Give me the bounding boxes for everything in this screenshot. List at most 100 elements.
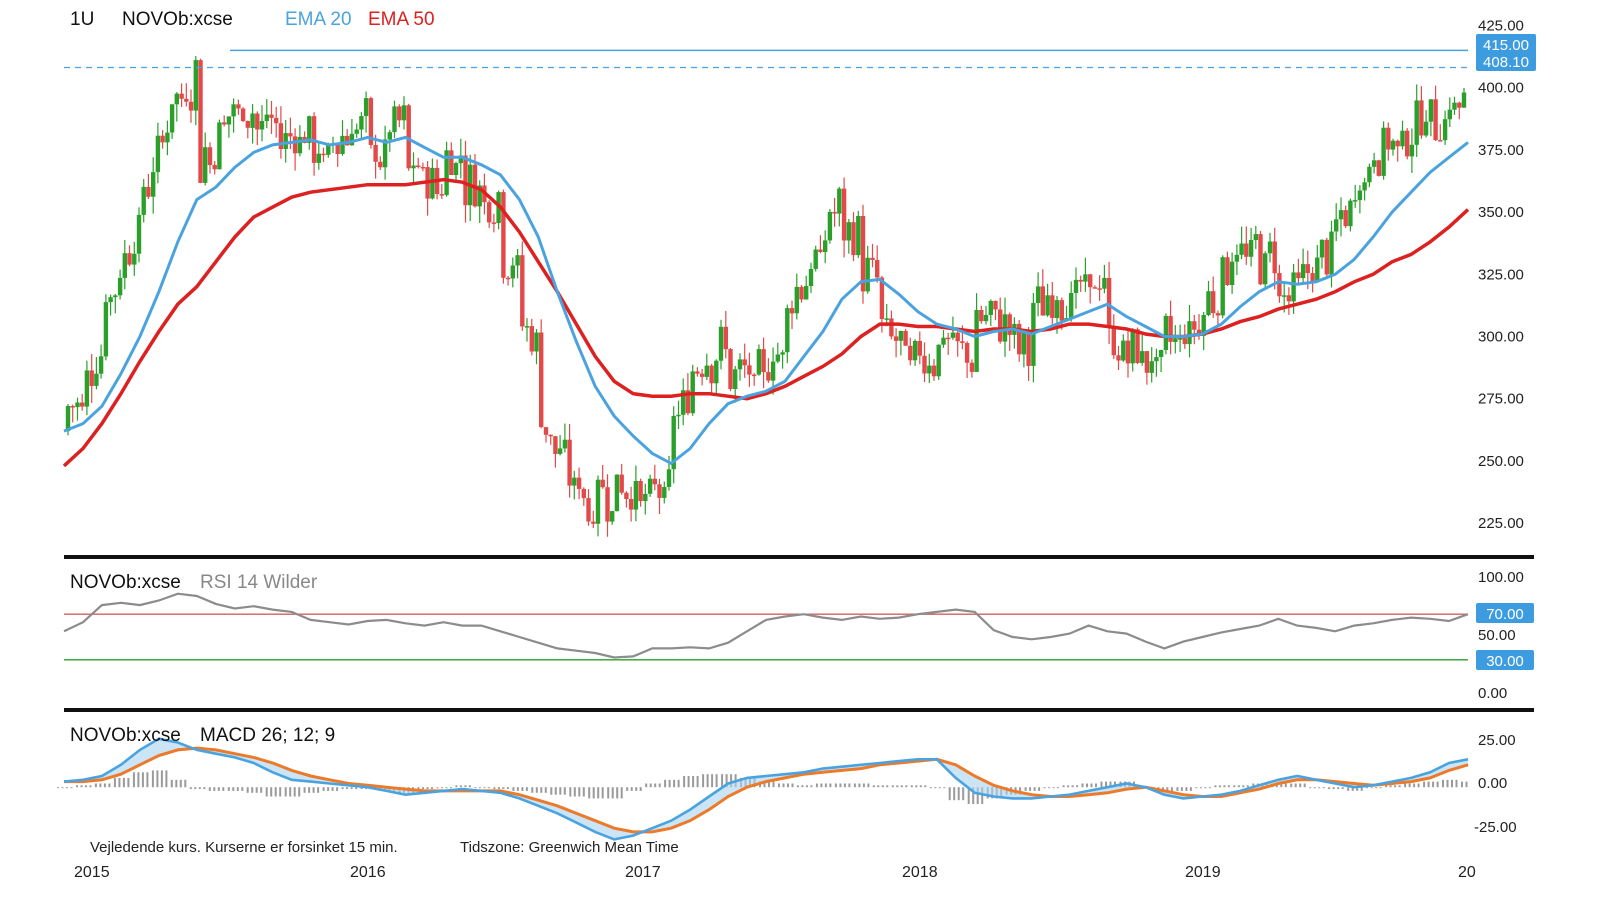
- ema50-legend: EMA 50: [368, 9, 435, 30]
- histogram-bar: [1095, 783, 1097, 788]
- histogram-bar: [341, 787, 344, 790]
- histogram-bar: [639, 787, 642, 791]
- candle: [1173, 325, 1178, 354]
- candle: [837, 186, 842, 227]
- histogram-bar: [872, 785, 875, 788]
- histogram-bar: [436, 787, 439, 789]
- histogram-bar: [1071, 785, 1074, 788]
- histogram-bar: [450, 787, 452, 789]
- candle: [1111, 314, 1116, 360]
- histogram-bar: [422, 787, 424, 790]
- candle: [813, 245, 818, 272]
- histogram-bar: [1408, 783, 1411, 788]
- candle: [1461, 88, 1467, 108]
- histogram-bar: [1176, 787, 1179, 791]
- high-price-tag: 415.00: [1476, 34, 1536, 54]
- candle: [714, 359, 719, 394]
- candle: [1177, 324, 1183, 353]
- histogram-bar: [834, 783, 837, 788]
- candle: [1244, 226, 1249, 265]
- candle: [993, 300, 998, 321]
- candle: [1457, 101, 1462, 120]
- histogram-bar: [1284, 783, 1287, 788]
- price-tick: 425.00: [1478, 18, 1524, 35]
- histogram-bar: [645, 783, 648, 788]
- rsi-30-tag: 30.00: [1476, 650, 1534, 670]
- candle: [335, 142, 340, 167]
- histogram-bar: [66, 787, 68, 789]
- histogram-bar: [417, 787, 420, 790]
- candle: [832, 197, 837, 227]
- histogram-bar: [170, 779, 173, 788]
- price-tick: 225.00: [1478, 515, 1524, 532]
- histogram-bar: [99, 783, 102, 788]
- symbol-label: NOVOb:xcse: [122, 9, 233, 30]
- histogram-bar: [677, 779, 680, 788]
- histogram-bar: [222, 787, 225, 791]
- candle: [1192, 314, 1197, 345]
- histogram-bar: [981, 787, 984, 804]
- candle: [1419, 86, 1424, 139]
- candle: [1201, 312, 1206, 351]
- panel-divider-2: [64, 708, 1534, 712]
- candle: [908, 337, 913, 366]
- histogram-bar: [531, 787, 534, 793]
- price-tick: 275.00: [1478, 391, 1524, 408]
- candle: [676, 400, 681, 429]
- histogram-bar: [550, 787, 553, 795]
- histogram-bar: [1081, 783, 1084, 788]
- candle: [1248, 227, 1254, 267]
- histogram-bar: [426, 787, 429, 790]
- candle: [226, 116, 232, 138]
- histogram-bar: [569, 787, 572, 797]
- candle: [401, 96, 407, 130]
- candle: [789, 300, 795, 330]
- histogram-bar: [540, 787, 543, 793]
- histogram-bar: [160, 770, 163, 788]
- candle: [1050, 281, 1055, 329]
- histogram-bar: [284, 787, 287, 797]
- histogram-bar: [1024, 787, 1027, 791]
- price-axis: 425.00 400.00 375.00 350.00 325.00 300.00 275.…: [1478, 18, 1524, 533]
- candle: [1078, 275, 1083, 292]
- candle: [893, 328, 899, 358]
- histogram-bar: [274, 787, 277, 797]
- candle: [619, 463, 624, 495]
- rsi-tick-0: 0.00: [1478, 685, 1507, 702]
- candle: [567, 424, 572, 498]
- histogram-bar: [146, 772, 149, 788]
- histogram-bar: [1318, 787, 1321, 789]
- candle: [1272, 227, 1277, 290]
- year-label-2017: 2017: [625, 864, 661, 881]
- ema50-line: [62, 177, 1470, 468]
- histogram-bar: [616, 787, 619, 799]
- histogram-bar: [1100, 781, 1103, 788]
- histogram-bar: [1379, 787, 1382, 789]
- candle: [160, 130, 165, 149]
- candle: [1211, 276, 1216, 318]
- candle: [1263, 251, 1268, 288]
- histogram-bar: [468, 785, 471, 788]
- histogram-bar: [597, 787, 600, 799]
- histogram-bar: [601, 787, 604, 799]
- candle: [605, 474, 610, 537]
- histogram-bar: [312, 787, 315, 793]
- candle: [1069, 281, 1074, 322]
- candle: [766, 358, 771, 383]
- histogram-bar: [768, 781, 770, 788]
- histogram-bar: [289, 787, 292, 797]
- histogram-bar: [251, 787, 254, 793]
- candle: [1319, 239, 1325, 269]
- histogram-bar: [877, 785, 880, 788]
- candle: [657, 478, 662, 514]
- candle: [1220, 255, 1225, 319]
- histogram-bar: [141, 772, 144, 788]
- candle: [524, 318, 530, 342]
- candle: [690, 364, 695, 416]
- histogram-bar: [696, 776, 699, 788]
- candle: [491, 213, 497, 233]
- histogram-bar: [692, 776, 695, 788]
- candle: [321, 147, 326, 163]
- candle: [359, 112, 364, 141]
- histogram-bar: [588, 787, 591, 799]
